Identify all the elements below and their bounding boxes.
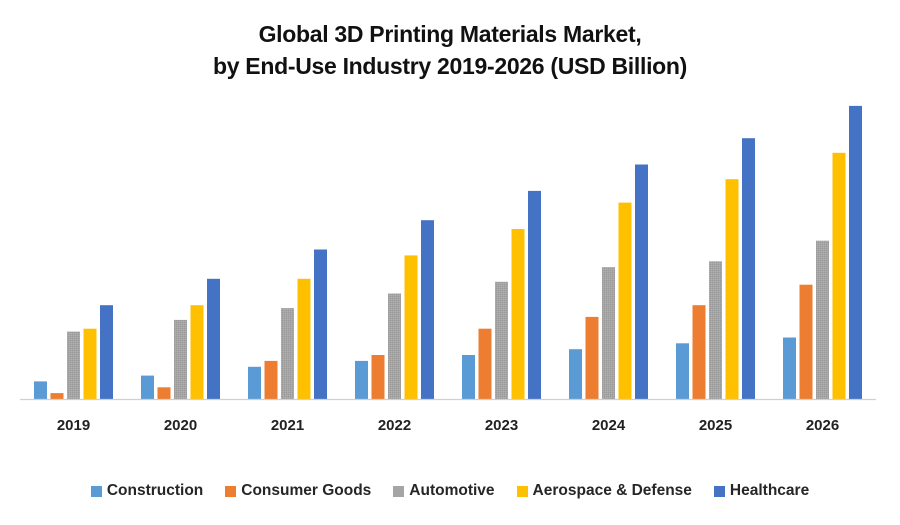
bar-automotive-2026 xyxy=(816,240,829,399)
legend-label: Healthcare xyxy=(729,482,810,499)
bar-construction-2022 xyxy=(355,360,368,399)
bar-aerospace-and-defense-2021 xyxy=(297,278,311,399)
legend-swatch xyxy=(90,485,102,497)
x-tick-label: 2025 xyxy=(699,417,732,434)
x-tick-label: 2026 xyxy=(806,417,839,434)
bar-aerospace-and-defense-2026 xyxy=(832,152,846,399)
bar-healthcare-2026 xyxy=(849,105,862,400)
bar-aerospace-and-defense-2025 xyxy=(725,179,739,399)
chart-title: Global 3D Printing Materials Market, by … xyxy=(0,18,900,82)
bar-consumer-goods-2025 xyxy=(692,305,706,399)
legend-item-aerospace-and-defense: Aerospace & Defense xyxy=(516,482,692,500)
bar-automotive-2024 xyxy=(602,267,615,399)
bar-automotive-2019 xyxy=(67,331,80,399)
bar-consumer-goods-2021 xyxy=(264,360,278,399)
x-tick-label: 2022 xyxy=(378,417,411,434)
bars-group xyxy=(34,105,862,400)
x-tick-labels: 2019 2020 2021 2022 2023 2024 2025 2026 xyxy=(57,417,839,434)
bar-construction-2024 xyxy=(569,349,582,399)
x-tick-label: 2023 xyxy=(485,417,518,434)
bar-consumer-goods-2024 xyxy=(585,316,599,399)
legend-item-automotive: Automotive xyxy=(393,482,495,500)
bar-consumer-goods-2020 xyxy=(157,387,171,399)
chart-title-line-2: by End-Use Industry 2019-2026 (USD Billi… xyxy=(212,53,688,79)
legend-item-construction: Construction xyxy=(90,482,204,500)
legend-item-healthcare: Healthcare xyxy=(713,482,810,500)
bar-healthcare-2025 xyxy=(742,138,755,399)
bar-construction-2023 xyxy=(462,355,475,399)
bar-construction-2021 xyxy=(248,366,261,399)
bar-construction-2026 xyxy=(783,337,796,399)
bar-healthcare-2022 xyxy=(421,220,434,399)
bar-healthcare-2021 xyxy=(314,249,327,399)
legend-swatch xyxy=(713,485,725,497)
bar-construction-2020 xyxy=(141,375,154,399)
legend-label: Construction xyxy=(106,482,204,499)
x-tick-label: 2019 xyxy=(57,417,90,434)
bar-healthcare-2024 xyxy=(635,164,648,399)
x-tick-label: 2024 xyxy=(592,417,626,434)
legend-label: Aerospace & Defense xyxy=(532,482,692,499)
chart-title-line-1: Global 3D Printing Materials Market, xyxy=(258,21,642,47)
bar-automotive-2020 xyxy=(174,319,187,399)
legend-swatch xyxy=(393,485,405,497)
legend-label: Consumer Goods xyxy=(241,482,372,499)
bar-healthcare-2020 xyxy=(207,278,220,399)
bar-healthcare-2023 xyxy=(528,190,541,399)
bar-healthcare-2019 xyxy=(100,305,113,399)
bar-construction-2025 xyxy=(676,343,689,399)
legend-item-consumer-goods: Consumer Goods xyxy=(225,482,371,500)
bar-aerospace-and-defense-2020 xyxy=(190,305,204,399)
bar-automotive-2023 xyxy=(495,281,508,399)
bar-consumer-goods-2023 xyxy=(478,328,492,399)
bar-automotive-2021 xyxy=(281,308,294,399)
legend-label: Automotive xyxy=(409,482,495,499)
bar-consumer-goods-2026 xyxy=(799,284,813,399)
x-tick-label: 2021 xyxy=(271,417,304,434)
legend-swatch xyxy=(516,485,528,497)
legend-swatch xyxy=(225,485,237,497)
bar-automotive-2022 xyxy=(388,293,401,399)
legend: Construction Consumer Goods Automotive Aero… xyxy=(0,482,900,500)
bar-aerospace-and-defense-2024 xyxy=(618,202,632,399)
x-tick-label: 2020 xyxy=(164,417,197,434)
bar-construction-2019 xyxy=(34,381,47,399)
bar-aerospace-and-defense-2023 xyxy=(511,229,525,399)
bar-automotive-2025 xyxy=(709,261,722,399)
bar-aerospace-and-defense-2019 xyxy=(83,328,97,399)
bar-consumer-goods-2022 xyxy=(371,355,385,399)
bar-aerospace-and-defense-2022 xyxy=(404,255,418,399)
bar-consumer-goods-2019 xyxy=(50,393,64,399)
